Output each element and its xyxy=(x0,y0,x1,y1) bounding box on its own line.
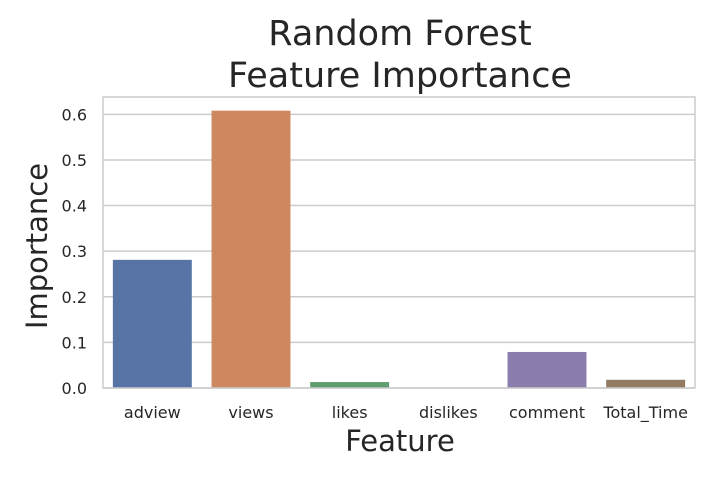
y-tick-label: 0.0 xyxy=(62,379,87,398)
gridlines xyxy=(103,113,695,389)
bar-likes xyxy=(310,382,390,388)
chart-title-line-1: Random Forest xyxy=(268,14,531,54)
x-tick-label: comment xyxy=(509,403,585,422)
x-tick-label: likes xyxy=(332,403,368,422)
y-tick-label: 0.5 xyxy=(62,151,87,170)
x-tick-label: views xyxy=(228,403,273,422)
bar-comment xyxy=(507,351,587,388)
chart-title-line-2: Feature Importance xyxy=(228,56,572,96)
x-tick-label: dislikes xyxy=(419,403,478,422)
x-tick-label: Total_Time xyxy=(602,403,688,423)
x-tick-label: adview xyxy=(124,403,181,422)
x-tick-labels: adview views likes dislikes comment Total_Tim… xyxy=(124,403,688,423)
chart-title: Random Forest Feature Importance xyxy=(228,14,572,96)
y-tick-label: 0.2 xyxy=(62,288,87,307)
y-tick-label: 0.4 xyxy=(62,197,87,216)
bar-views xyxy=(211,110,291,389)
y-tick-label: 0.1 xyxy=(62,333,87,352)
y-tick-labels: 0.0 0.1 0.2 0.3 0.4 0.5 0.6 xyxy=(62,105,87,398)
y-tick-label: 0.3 xyxy=(62,242,87,261)
bar-total-time xyxy=(606,379,686,388)
y-tick-label: 0.6 xyxy=(62,105,87,124)
y-axis-label: Importance xyxy=(20,163,54,329)
bars xyxy=(112,110,686,389)
bar-adview xyxy=(112,259,192,388)
x-axis-label: Feature xyxy=(345,424,455,458)
plot-frame xyxy=(102,96,696,389)
